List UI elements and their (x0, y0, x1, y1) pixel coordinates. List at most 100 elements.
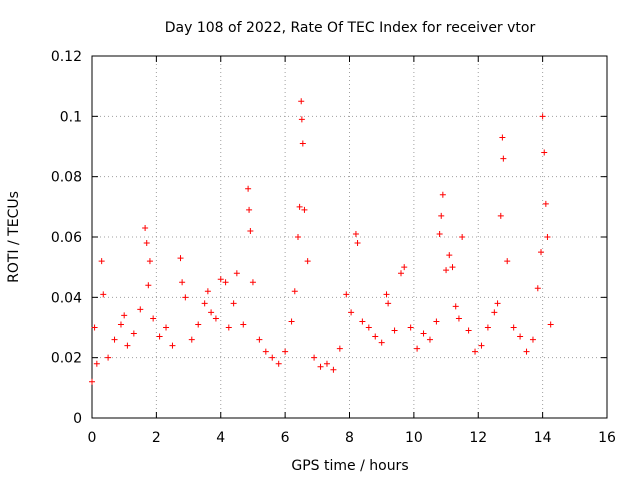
data-point (298, 116, 305, 123)
x-tick-label: 6 (281, 430, 290, 446)
data-point (304, 258, 311, 265)
data-point (352, 230, 359, 237)
data-point (145, 282, 152, 289)
data-point (459, 234, 466, 240)
data-point (500, 155, 507, 162)
data-point (124, 342, 131, 349)
data-point (354, 240, 361, 247)
data-point (246, 206, 253, 213)
data-point (177, 255, 184, 262)
data-point (249, 279, 256, 286)
data-point (301, 206, 308, 213)
data-point (225, 324, 232, 331)
data-point (414, 345, 421, 352)
data-point (472, 348, 479, 355)
data-point (201, 300, 208, 307)
data-point (282, 348, 289, 355)
x-tick-label: 0 (88, 430, 97, 446)
data-point (359, 318, 366, 325)
data-point (146, 258, 153, 265)
data-point (443, 267, 450, 274)
data-point (182, 294, 189, 301)
data-point (208, 309, 215, 316)
data-point (288, 318, 295, 325)
data-point (538, 249, 545, 256)
data-point (542, 200, 549, 207)
data-point (195, 321, 202, 328)
data-point (517, 333, 524, 340)
data-point (446, 252, 453, 259)
data-point (491, 309, 498, 316)
data-point (499, 134, 506, 141)
y-tick-label: 0.1 (60, 109, 82, 125)
data-point (256, 336, 263, 343)
data-point (494, 300, 501, 307)
data-point (142, 224, 149, 231)
data-point (547, 321, 554, 328)
x-axis-label: GPS time / hours (291, 458, 408, 474)
data-point (179, 279, 186, 286)
data-point (343, 291, 350, 298)
data-point (455, 315, 462, 322)
data-point (188, 336, 195, 343)
y-tick-label: 0 (73, 411, 82, 427)
data-point (121, 312, 128, 319)
data-point (534, 285, 541, 292)
data-point (143, 240, 150, 247)
data-point (478, 342, 485, 349)
data-point (111, 336, 118, 343)
data-point (275, 360, 282, 367)
data-point (433, 318, 440, 325)
points-layer (89, 98, 554, 385)
data-point (523, 348, 530, 355)
data-point (100, 291, 107, 298)
x-tick-label: 4 (216, 430, 225, 446)
y-axis-label: ROTI / TECUs (6, 191, 22, 283)
data-point (439, 191, 446, 198)
data-point (105, 354, 112, 361)
data-point (317, 363, 324, 370)
x-tick-label: 12 (469, 430, 487, 446)
data-point (150, 315, 157, 322)
data-point (262, 348, 269, 355)
data-point (378, 339, 385, 346)
data-point (385, 300, 392, 307)
y-tick-label: 0.04 (51, 290, 82, 306)
data-point (401, 264, 408, 271)
data-point (391, 327, 398, 334)
x-tick-label: 2 (152, 430, 161, 446)
data-point (383, 291, 390, 298)
data-point (230, 300, 237, 307)
data-point (163, 324, 170, 331)
data-point (296, 203, 303, 210)
data-point (484, 324, 491, 331)
y-tick-label: 0.08 (51, 170, 82, 186)
data-point (117, 321, 124, 328)
data-point (426, 336, 433, 343)
data-point (298, 98, 305, 105)
data-point (311, 354, 318, 361)
x-tick-label: 10 (405, 430, 423, 446)
data-point (233, 270, 240, 277)
y-tick-label: 0.12 (51, 49, 82, 65)
data-point (504, 258, 511, 265)
data-point (217, 276, 224, 283)
data-point (497, 212, 504, 219)
data-point (130, 330, 137, 337)
data-point (465, 327, 472, 334)
data-point (299, 140, 306, 147)
data-point (510, 324, 517, 331)
data-point (452, 303, 459, 310)
data-point (323, 360, 330, 367)
data-point (137, 306, 144, 313)
data-point (295, 234, 301, 240)
data-point (436, 230, 443, 237)
data-point (541, 149, 548, 156)
data-point (156, 333, 163, 340)
data-point (169, 342, 176, 349)
data-point (98, 258, 105, 265)
data-point (398, 270, 404, 277)
data-point (245, 185, 252, 192)
data-point (438, 212, 445, 219)
